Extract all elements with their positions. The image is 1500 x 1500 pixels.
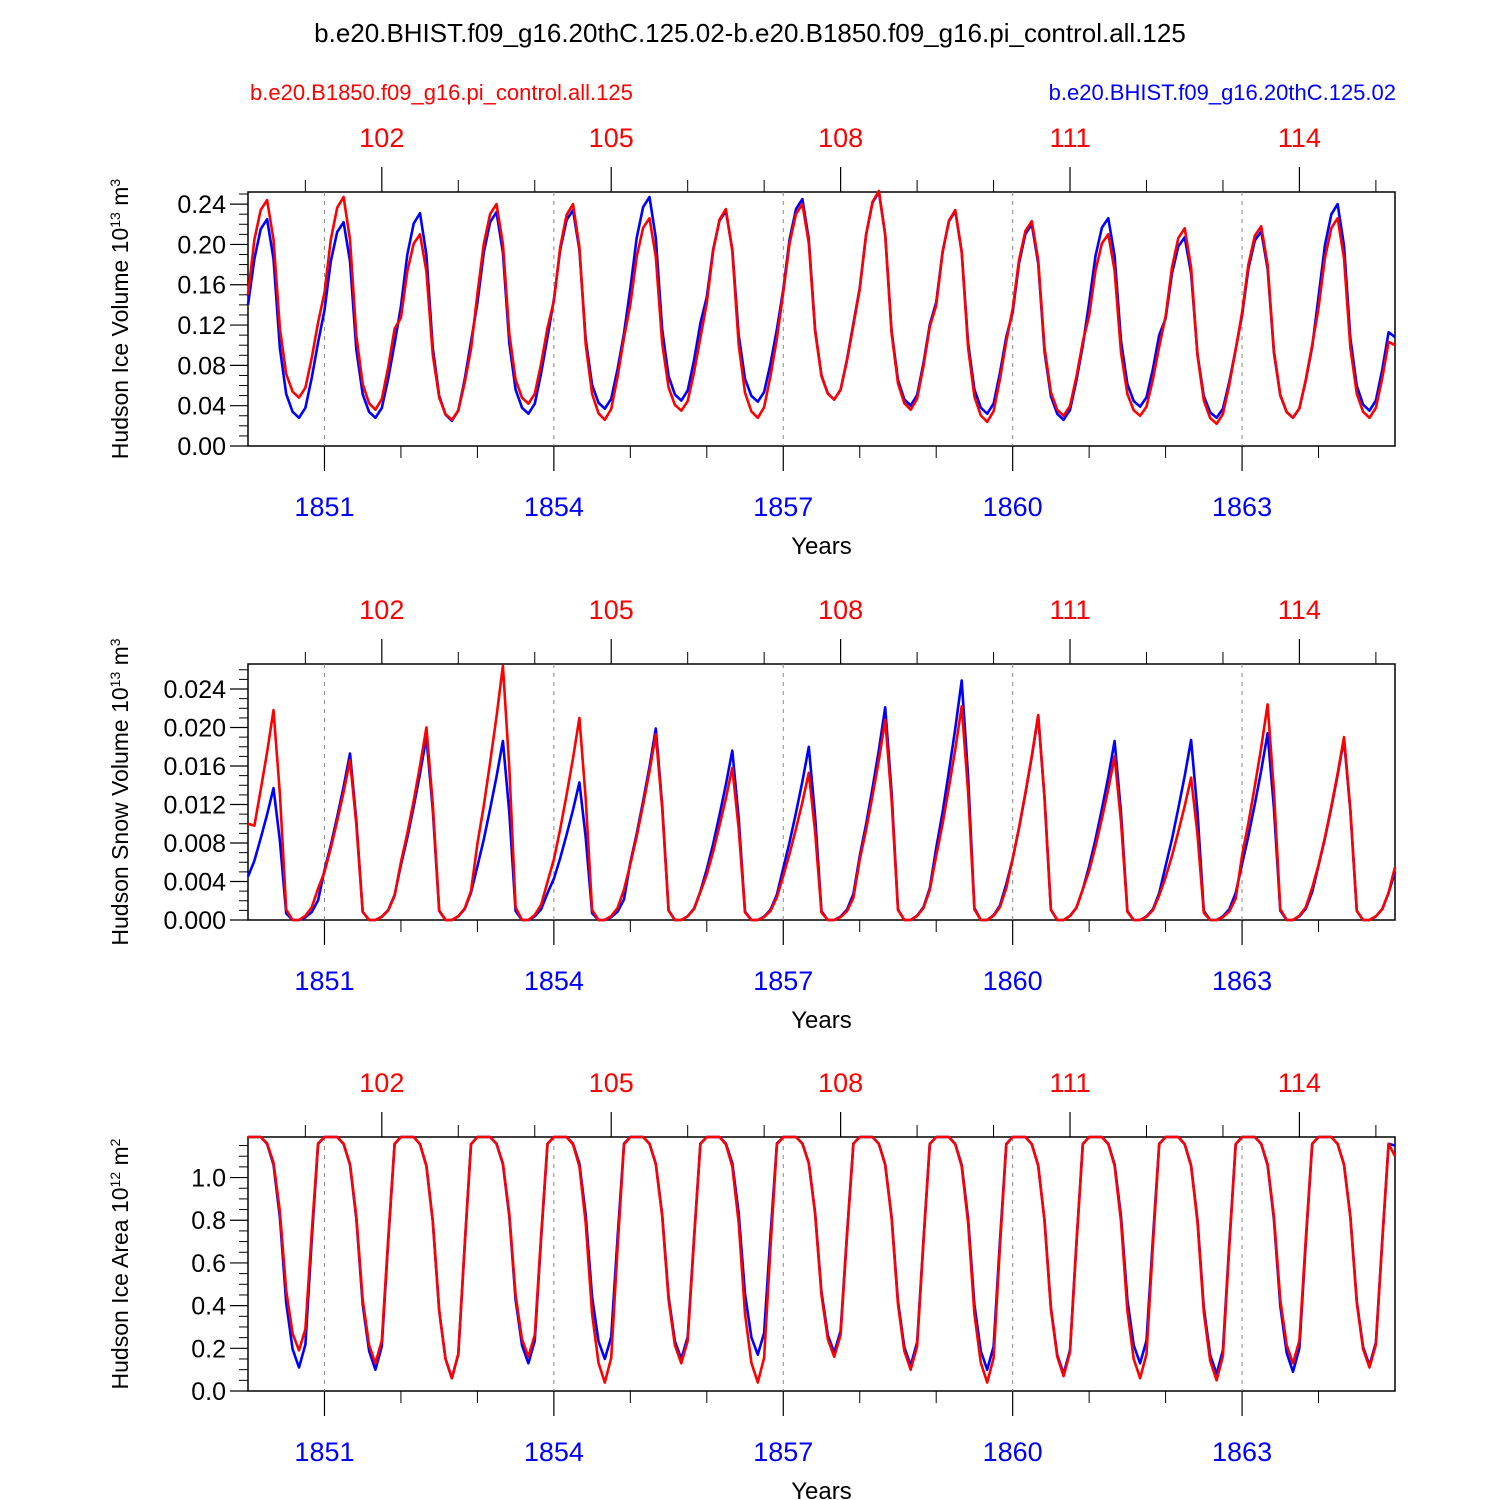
- top-tick-label: 108: [818, 123, 863, 153]
- x-tick-label: 1860: [983, 492, 1043, 522]
- y-axis-label: Hudson Ice Volume 1013 m3: [107, 179, 133, 460]
- y-tick-label: 0.16: [177, 272, 226, 300]
- y-tick-label: 0.000: [163, 907, 226, 935]
- y-tick-label: 0.004: [163, 869, 226, 897]
- x-axis-label: Years: [791, 533, 852, 560]
- plot-frame-1: [247, 191, 1396, 447]
- y-tick-label: 0.020: [163, 715, 226, 743]
- y-tick-label: 0.8: [191, 1207, 226, 1235]
- x-tick-label: 1854: [524, 1437, 584, 1467]
- y-axis-label: Hudson Ice Area 1012 m2: [107, 1138, 133, 1389]
- series-line-control: [246, 189, 1396, 426]
- y-tick-label: 0.008: [163, 830, 226, 858]
- top-tick-label: 102: [359, 123, 404, 153]
- series-line-control: [247, 664, 1397, 922]
- y-tick-label: 0.012: [163, 792, 226, 820]
- top-tick-label: 111: [1049, 1068, 1090, 1098]
- x-tick-label: 1863: [1212, 1437, 1272, 1467]
- y-tick-label: 1.0: [191, 1165, 226, 1193]
- top-tick-label: 114: [1278, 595, 1321, 625]
- y-tick-label: 0.20: [177, 231, 226, 259]
- top-tick-label: 105: [589, 1068, 634, 1098]
- top-tick-label: 102: [359, 1068, 404, 1098]
- series-line-control: [248, 1135, 1397, 1384]
- y-tick-label: 0.00: [177, 433, 226, 461]
- figure-title: b.e20.BHIST.f09_g16.20thC.125.02-b.e20.B…: [314, 18, 1186, 48]
- top-tick-label: 111: [1049, 595, 1090, 625]
- x-tick-label: 1854: [524, 492, 584, 522]
- y-tick-label: 0.016: [163, 753, 226, 781]
- x-tick-label: 1857: [753, 966, 813, 996]
- top-tick-label: 111: [1049, 123, 1090, 153]
- top-tick-label: 108: [818, 1068, 863, 1098]
- plot-frame-3: [247, 1136, 1396, 1392]
- x-tick-label: 1854: [524, 966, 584, 996]
- x-tick-label: 1863: [1212, 966, 1272, 996]
- top-tick-label: 114: [1278, 1068, 1321, 1098]
- y-tick-label: 0.6: [191, 1250, 226, 1278]
- legend-control-run: b.e20.B1850.f09_g16.pi_control.all.125: [250, 80, 633, 105]
- y-tick-label: 0.2: [191, 1335, 226, 1363]
- y-tick-label: 0.24: [177, 191, 226, 219]
- legend-historical-run: b.e20.BHIST.f09_g16.20thC.125.02: [1048, 80, 1396, 105]
- x-axis-label: Years: [791, 1007, 852, 1034]
- x-tick-label: 1863: [1212, 492, 1272, 522]
- x-tick-label: 1860: [983, 1437, 1043, 1467]
- x-tick-label: 1857: [753, 492, 813, 522]
- top-tick-label: 102: [359, 595, 404, 625]
- series-line-hist: [246, 190, 1396, 423]
- y-tick-label: 0.024: [163, 676, 226, 704]
- plot-frame-2: [247, 663, 1396, 921]
- x-tick-label: 1851: [294, 966, 354, 996]
- top-tick-label: 105: [589, 123, 634, 153]
- top-tick-label: 108: [818, 595, 863, 625]
- y-axis-label: Hudson Snow Volume 1013 m3: [107, 638, 133, 945]
- y-tick-label: 0.08: [177, 352, 226, 380]
- y-tick-label: 0.4: [191, 1293, 226, 1321]
- y-tick-label: 0.12: [177, 312, 226, 340]
- x-axis-label: Years: [791, 1478, 852, 1500]
- x-tick-label: 1860: [983, 966, 1043, 996]
- series-line-hist: [246, 679, 1397, 922]
- y-tick-label: 0.0: [191, 1378, 226, 1406]
- top-tick-label: 114: [1278, 123, 1321, 153]
- y-tick-label: 0.04: [177, 393, 226, 421]
- x-tick-label: 1857: [753, 1437, 813, 1467]
- x-tick-label: 1851: [294, 1437, 354, 1467]
- top-tick-label: 105: [589, 595, 634, 625]
- x-tick-label: 1851: [294, 492, 354, 522]
